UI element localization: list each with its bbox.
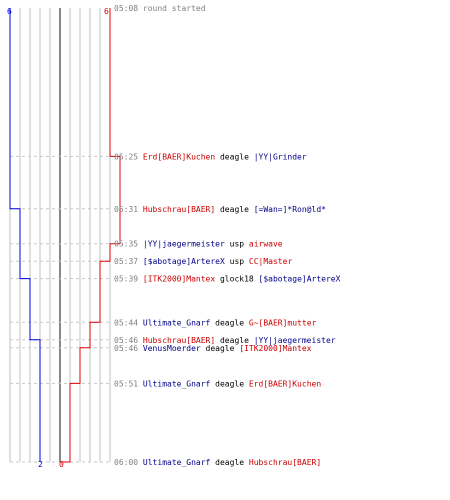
log-entry: 05:08 round started	[114, 4, 206, 13]
log-entry: 05:51 Ultimate_Gnarf deagle Erd[BAER]Kuc…	[114, 379, 321, 388]
log-entry: 05:31 Hubschrau[BAER] deagle [=Wan=]*Ron…	[114, 205, 326, 214]
event-time: 05:46	[114, 336, 138, 345]
killer-name: [ITK2000]Mantex	[143, 275, 215, 284]
weapon-name: deagle	[215, 205, 254, 214]
victim-name: |YY|Grinder	[254, 152, 307, 161]
event-time: 05:44	[114, 318, 138, 327]
victim-name: [$abotage]ArtereX	[259, 275, 341, 284]
red-end-count: 0	[59, 460, 64, 469]
victim-name: [=Wan=]*Ron@ld*	[254, 205, 326, 214]
weapon-name: usp	[225, 257, 249, 266]
alive-count-steps	[9, 8, 121, 463]
log-entry: 05:46 VenusMoerder deagle [ITK2000]Mante…	[114, 344, 312, 353]
victim-name: |YY|jaegermeister	[254, 336, 336, 345]
event-time: 05:08	[114, 4, 138, 13]
victim-name: G~[BAER]mutter	[249, 318, 317, 327]
killer-name: Hubschrau[BAER]	[143, 336, 215, 345]
killer-name: [$abotage]ArtereX	[143, 257, 225, 266]
blue-start-count: 6	[7, 7, 12, 16]
log-entry: 05:39 [ITK2000]Mantex glock18 [$abotage]…	[114, 275, 341, 284]
victim-name: [ITK2000]Mantex	[239, 344, 311, 353]
weapon-name: deagle	[215, 152, 254, 161]
killer-name: VenusMoerder	[143, 344, 201, 353]
event-note: round started	[138, 4, 206, 13]
team-count-labels: 6 6 2 0	[7, 7, 109, 469]
red-team-steps	[60, 8, 121, 463]
log-entry: 05:37 [$abotage]ArtereX usp CC|Master	[114, 257, 292, 266]
weapon-name: usp	[225, 240, 249, 249]
victim-name: airwave	[249, 240, 283, 249]
event-time: 06:00	[114, 458, 138, 467]
killer-name: Erd[BAER]Kuchen	[143, 152, 215, 161]
log-entry: 05:44 Ultimate_Gnarf deagle G~[BAER]mutt…	[114, 318, 317, 327]
event-time: 05:31	[114, 205, 138, 214]
log-entry: 05:46 Hubschrau[BAER] deagle |YY|jaegerm…	[114, 336, 336, 345]
killer-name: Ultimate_Gnarf	[143, 458, 211, 467]
victim-name: CC|Master	[249, 257, 293, 266]
killer-name: Hubschrau[BAER]	[143, 205, 215, 214]
weapon-name: deagle	[210, 458, 249, 467]
event-time: 05:39	[114, 275, 138, 284]
event-time: 05:35	[114, 240, 138, 249]
red-start-count: 6	[104, 7, 109, 16]
blue-team-steps	[9, 8, 41, 462]
player-count-grid	[9, 8, 111, 462]
weapon-name: deagle	[215, 336, 254, 345]
kill-log: 05:08 round started 05:25 Erd[BAER]Kuchen…	[114, 4, 341, 467]
event-time: 05:25	[114, 152, 138, 161]
victim-name: Hubschrau[BAER]	[249, 458, 321, 467]
event-connector-lines	[10, 155, 110, 463]
log-entry: 05:25 Erd[BAER]Kuchen deagle |YY|Grinder	[114, 152, 307, 161]
killer-name: |YY|jaegermeister	[143, 240, 225, 249]
weapon-name: deagle	[210, 379, 249, 388]
killer-name: Ultimate_Gnarf	[143, 379, 211, 388]
victim-name: Erd[BAER]Kuchen	[249, 379, 321, 388]
log-entry: 05:35 |YY|jaegermeister usp airwave	[114, 240, 283, 249]
event-time: 05:46	[114, 344, 138, 353]
weapon-name: deagle	[201, 344, 240, 353]
killer-name: Ultimate_Gnarf	[143, 318, 211, 327]
event-time: 05:51	[114, 379, 138, 388]
blue-end-count: 2	[38, 460, 43, 469]
event-time: 05:37	[114, 257, 138, 266]
log-entry: 06:00 Ultimate_Gnarf deagle Hubschrau[BA…	[114, 458, 321, 467]
weapon-name: glock18	[215, 275, 258, 284]
weapon-name: deagle	[210, 318, 249, 327]
